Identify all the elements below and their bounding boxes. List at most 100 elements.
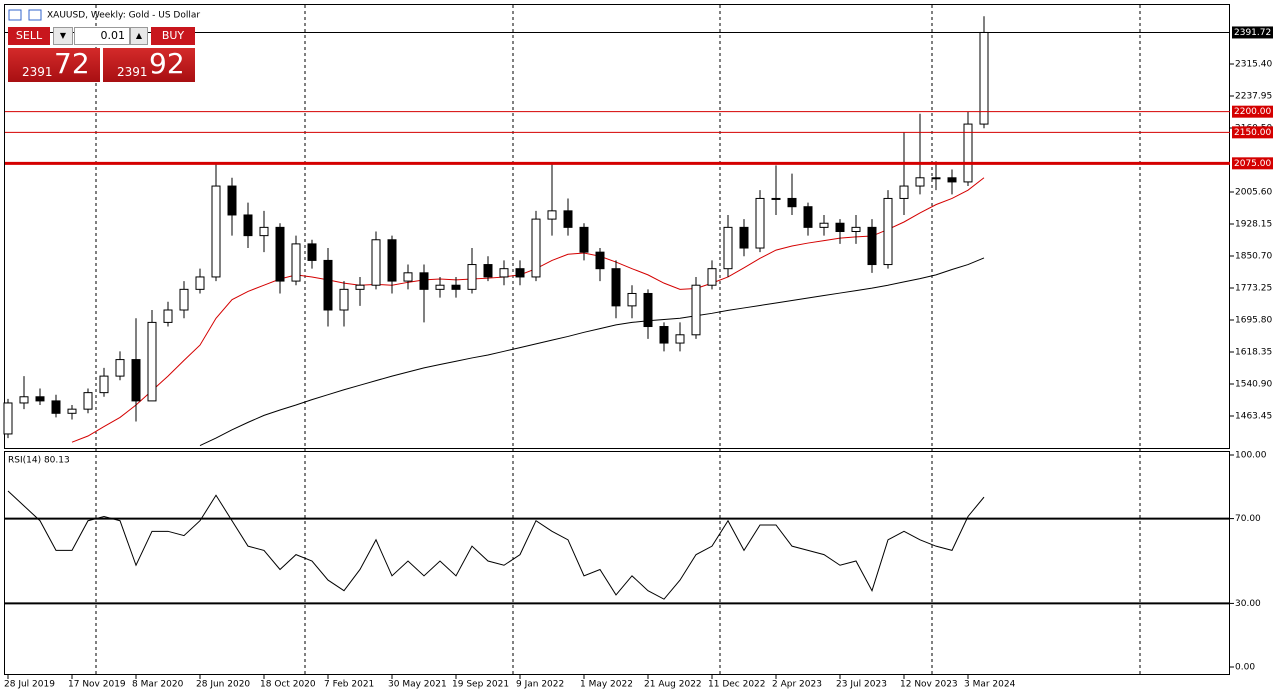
lot-up[interactable]: ▲ <box>130 27 148 45</box>
candle-body <box>211 185 221 278</box>
level-label: 2391.72 <box>1234 28 1271 38</box>
candle-body <box>627 292 637 307</box>
x-tick-label: 28 Jun 2020 <box>196 680 250 690</box>
level-label: 2200.00 <box>1234 107 1271 117</box>
x-tick-label: 28 Jul 2019 <box>4 680 55 690</box>
candle-body <box>547 210 557 220</box>
candle-body <box>803 206 813 228</box>
buy-button[interactable]: BUY <box>151 27 195 45</box>
lot-input[interactable]: 0.01 <box>74 27 130 45</box>
candle-body <box>611 268 621 307</box>
candle-body <box>931 177 941 180</box>
candle-body <box>371 239 381 286</box>
y-tick-label: 2005.60 <box>1235 188 1272 198</box>
x-tick-label: 21 Aug 2022 <box>644 680 702 690</box>
buy-price[interactable]: 2391 92 <box>103 47 195 82</box>
icon <box>28 9 42 21</box>
sell-button[interactable]: SELL <box>8 27 50 45</box>
y-tick-label: 30.00 <box>1235 599 1261 609</box>
candle-body <box>259 226 269 237</box>
candle-body <box>739 226 749 249</box>
header-icons <box>8 9 42 21</box>
x-tick-label: 19 Sep 2021 <box>452 680 509 690</box>
candle-body <box>579 226 589 253</box>
lot-down[interactable]: ▼ <box>53 27 73 45</box>
level-label: 2150.00 <box>1234 128 1271 138</box>
x-tick-label: 30 May 2021 <box>388 680 447 690</box>
candle-body <box>83 392 93 410</box>
moving-average <box>71 177 985 443</box>
y-tick-label: 2315.40 <box>1235 60 1272 70</box>
candle-body <box>947 177 957 183</box>
candle-body <box>483 264 493 278</box>
x-tick-label: 2 Apr 2023 <box>772 680 822 690</box>
candle-body <box>19 396 29 404</box>
y-tick-label: 100.00 <box>1235 451 1267 461</box>
icon <box>8 9 22 21</box>
level-label-box <box>1232 157 1273 170</box>
candle-body <box>819 222 829 228</box>
candle-body <box>755 197 765 249</box>
trade-panel: SELL ▼ 0.01 ▲ BUY 2391 72 2391 92 <box>8 27 196 83</box>
candle-body <box>659 326 669 344</box>
candle-body <box>963 123 973 183</box>
candle-body <box>851 226 861 232</box>
candle-body <box>227 185 237 216</box>
candle-body <box>35 396 45 402</box>
candle-body <box>99 375 109 394</box>
candle-body <box>323 259 333 311</box>
candle-body <box>979 31 989 125</box>
y-tick-label: 1540.90 <box>1235 380 1272 390</box>
candle-body <box>675 334 685 344</box>
candle-body <box>195 276 205 290</box>
candle-body <box>243 214 253 237</box>
x-tick-label: 17 Nov 2019 <box>68 680 126 690</box>
y-tick-label: 1850.70 <box>1235 252 1272 262</box>
candle-body <box>835 222 845 232</box>
candle-body <box>163 309 173 323</box>
sell-price-pips: 72 <box>54 47 90 80</box>
candle-body <box>403 272 413 282</box>
rsi-frame <box>4 451 1230 675</box>
y-tick-label: 1618.35 <box>1235 348 1272 358</box>
buy-price-main: 2391 <box>117 65 148 79</box>
candle-body <box>707 268 717 286</box>
candle-body <box>3 402 13 435</box>
candle-body <box>435 284 445 290</box>
y-tick-label: 1773.25 <box>1235 284 1272 294</box>
candle-body <box>419 272 429 290</box>
candle-body <box>451 284 461 290</box>
candle-body <box>643 292 653 328</box>
candle-body <box>915 177 925 187</box>
y-tick-label: 1463.45 <box>1235 412 1272 422</box>
candle-body <box>515 268 525 278</box>
x-tick-label: 8 Mar 2020 <box>132 680 184 690</box>
candle-body <box>691 284 701 336</box>
candle-body <box>51 400 61 414</box>
candle-body <box>771 197 781 200</box>
x-tick-label: 3 Mar 2024 <box>964 680 1016 690</box>
chart-title: XAUUSD, Weekly: Gold - US Dollar <box>47 11 200 21</box>
y-tick-label: 0.00 <box>1235 663 1255 673</box>
candle-body <box>291 243 301 282</box>
main-frame <box>4 4 1230 449</box>
candle-body <box>787 197 797 208</box>
candle-body <box>563 210 573 228</box>
candle-body <box>499 268 509 278</box>
candle-body <box>595 251 605 270</box>
candle-body <box>67 408 77 414</box>
x-tick-label: 18 Oct 2020 <box>260 680 316 690</box>
candle-body <box>531 218 541 278</box>
x-tick-label: 1 May 2022 <box>580 680 633 690</box>
candle-body <box>899 185 909 199</box>
candle-body <box>883 197 893 266</box>
sell-price[interactable]: 2391 72 <box>8 47 100 82</box>
candle-body <box>387 239 397 282</box>
candle-body <box>723 226 733 270</box>
candle-body <box>147 321 157 402</box>
rsi-line <box>7 490 985 600</box>
candle-body <box>307 243 317 261</box>
x-tick-label: 7 Feb 2021 <box>324 680 374 690</box>
